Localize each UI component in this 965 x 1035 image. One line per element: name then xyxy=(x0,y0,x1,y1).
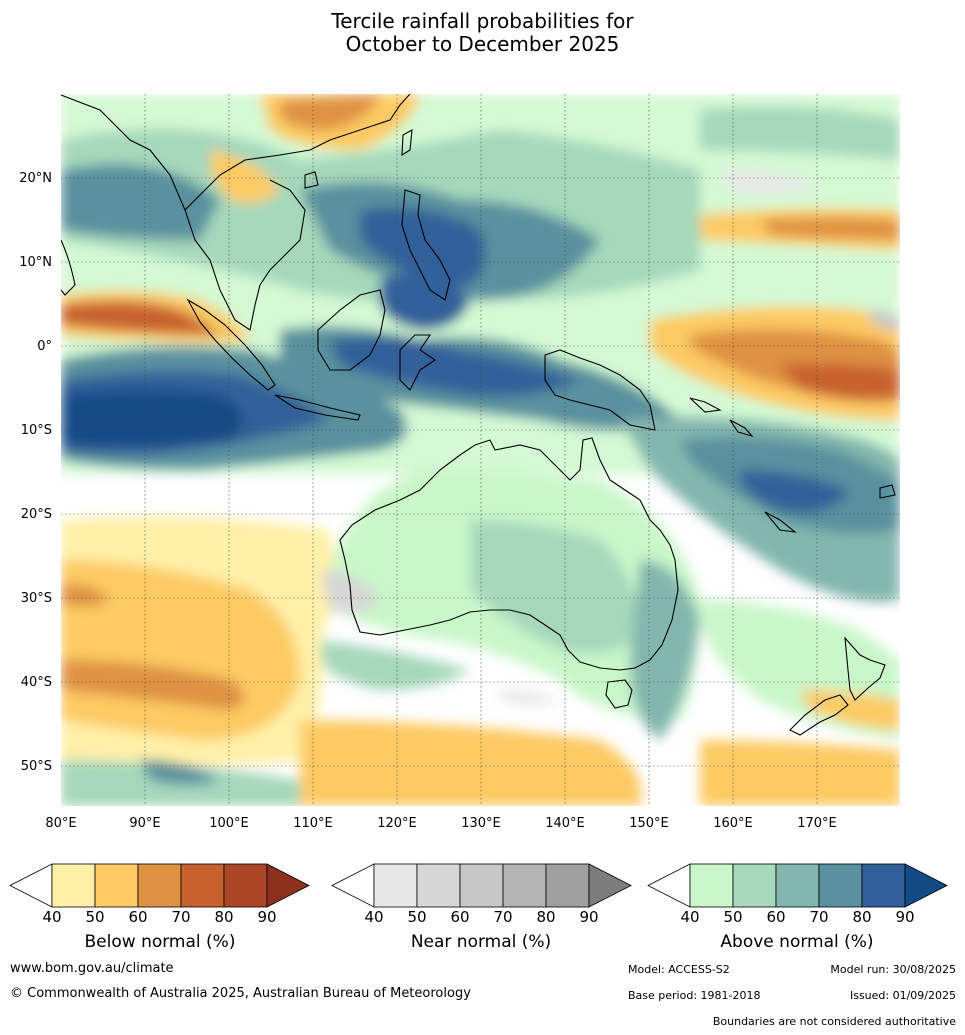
title-line-1: Tercile rainfall probabilities for xyxy=(331,9,634,33)
lon-label: 110°E xyxy=(293,816,333,831)
colorbar-segment xyxy=(732,863,777,908)
probability-fields xyxy=(61,94,900,806)
model-text: Model: ACCESS-S2 xyxy=(628,963,730,976)
coastlines xyxy=(61,94,896,736)
title-line-2: October to December 2025 xyxy=(345,32,620,56)
colorbar-tick-label: 90 xyxy=(257,908,276,926)
lon-label: 160°E xyxy=(713,816,753,831)
colorbar-tick-label: 40 xyxy=(364,908,383,926)
colorbar-tick-label: 50 xyxy=(85,908,104,926)
map-title: Tercile rainfall probabilities for Octob… xyxy=(0,10,965,56)
lon-label: 150°E xyxy=(629,816,669,831)
base-period-text: Base period: 1981-2018 xyxy=(628,989,761,1002)
website-text: www.bom.gov.au/climate xyxy=(10,961,174,976)
lat-label: 20°N xyxy=(19,171,52,186)
colorbar-segment xyxy=(373,863,418,908)
colorbar-tick-label: 40 xyxy=(42,908,61,926)
colorbar-segment xyxy=(689,863,734,908)
below-normal-label: Below normal (%) xyxy=(84,932,236,952)
colorbar-segment xyxy=(223,863,268,908)
copyright-text: © Commonwealth of Australia 2025, Austra… xyxy=(10,986,471,1001)
colorbar-segment xyxy=(137,863,182,908)
longitude-labels: 80°E 90°E 100°E 110°E 120°E 130°E 140°E … xyxy=(45,816,836,831)
lat-label: 20°S xyxy=(21,507,52,522)
issued-text: Issued: 01/09/2025 xyxy=(849,989,956,1002)
colorbar-min-extension xyxy=(647,863,691,908)
colorbar-tick-label: 70 xyxy=(171,908,190,926)
latitude-labels: 20°N 10°N 0° 10°S 20°S 30°S 40°S 50°S xyxy=(19,171,52,774)
colorbar-segment xyxy=(775,863,820,908)
colorbar-tick-label: 50 xyxy=(723,908,742,926)
lat-label: 40°S xyxy=(21,675,52,690)
above-normal-label: Above normal (%) xyxy=(720,932,874,952)
colorbar-tick-label: 60 xyxy=(128,908,147,926)
lon-label: 130°E xyxy=(461,816,501,831)
colorbar-segment xyxy=(180,863,225,908)
colorbar-max-extension xyxy=(588,863,632,908)
graticule xyxy=(61,94,900,806)
lat-label: 10°N xyxy=(19,255,52,270)
colorbar-segment xyxy=(459,863,504,908)
colorbar-segment xyxy=(51,863,96,908)
lon-label: 80°E xyxy=(45,816,76,831)
colorbar-max-extension xyxy=(904,863,948,908)
colorbar-max-extension xyxy=(266,863,310,908)
colorbar-min-extension xyxy=(9,863,53,908)
model-run-text: Model run: 30/08/2025 xyxy=(830,963,956,976)
colorbar-segment xyxy=(94,863,139,908)
colorbar-tick-label: 60 xyxy=(450,908,469,926)
colorbar-segment xyxy=(502,863,547,908)
colorbar-tick-label: 80 xyxy=(214,908,233,926)
lat-label: 30°S xyxy=(21,591,52,606)
lat-label: 0° xyxy=(37,339,52,354)
colorbar-tick-label: 80 xyxy=(852,908,871,926)
colorbar-segment xyxy=(818,863,863,908)
disclaimer-text: Boundaries are not considered authoritat… xyxy=(712,1015,956,1028)
map-plot-area xyxy=(61,94,900,806)
lon-label: 170°E xyxy=(797,816,837,831)
colorbar-tick-label: 40 xyxy=(680,908,699,926)
lon-label: 90°E xyxy=(129,816,160,831)
lon-label: 140°E xyxy=(545,816,585,831)
colorbar-legends: 40 50 60 70 80 90 40 50 60 70 80 90 40 50 60 70 80 90 xyxy=(9,863,948,926)
colorbar-segment xyxy=(861,863,906,908)
colorbar-tick-label: 90 xyxy=(895,908,914,926)
colorbar-tick-label: 60 xyxy=(766,908,785,926)
near-normal-label: Near normal (%) xyxy=(410,932,552,952)
colorbar-segment xyxy=(545,863,590,908)
colorbar-segment xyxy=(416,863,461,908)
colorbar-tick-label: 50 xyxy=(407,908,426,926)
colorbar-tick-label: 90 xyxy=(579,908,598,926)
colorbar-tick-label: 70 xyxy=(809,908,828,926)
lat-label: 50°S xyxy=(21,759,52,774)
lon-label: 100°E xyxy=(209,816,249,831)
colorbar-tick-label: 80 xyxy=(536,908,555,926)
colorbar-min-extension xyxy=(331,863,375,908)
colorbar-tick-label: 70 xyxy=(493,908,512,926)
lon-label: 120°E xyxy=(377,816,417,831)
lat-label: 10°S xyxy=(21,423,52,438)
